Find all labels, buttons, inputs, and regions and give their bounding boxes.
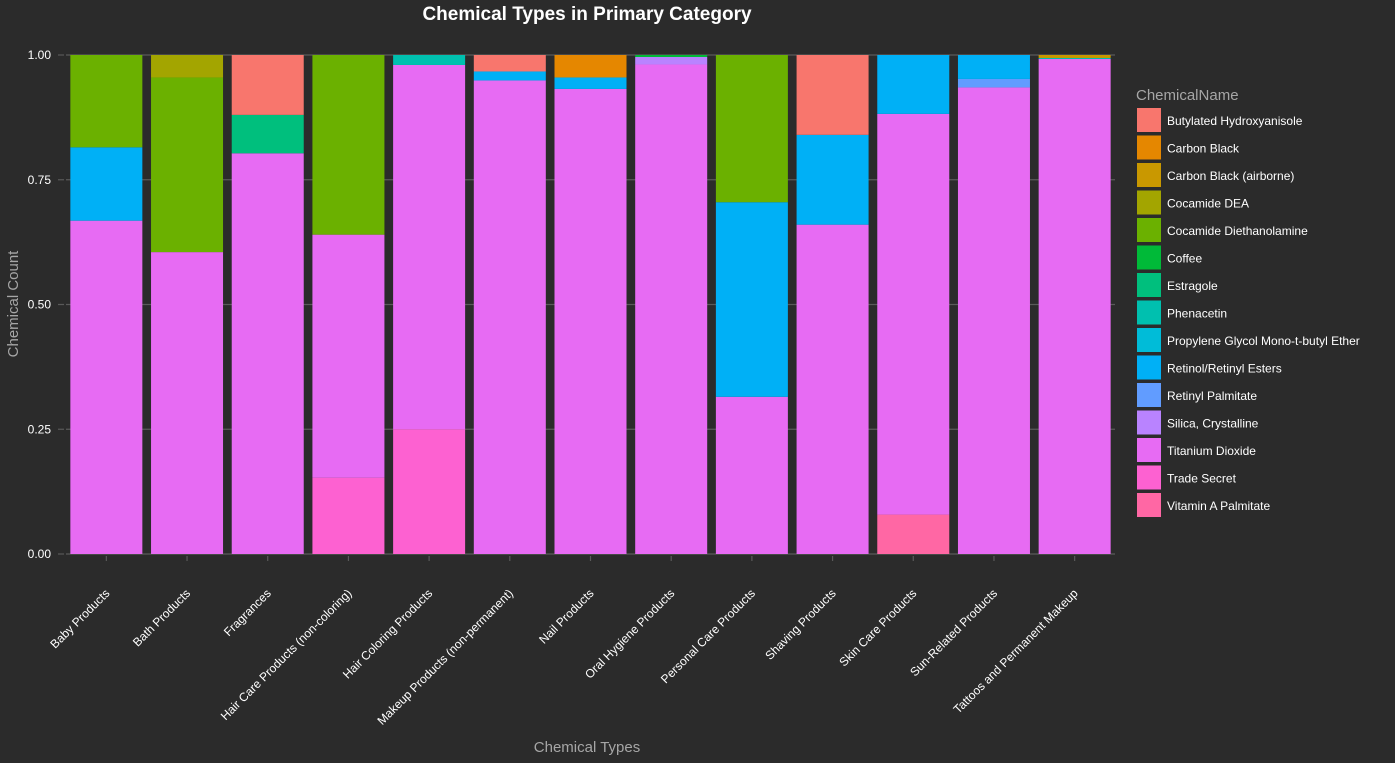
legend-label: Butylated Hydroxyanisole (1167, 114, 1303, 128)
y-tick-label: 0.25 (28, 422, 52, 436)
bar-segment (70, 220, 143, 554)
bar-segment (554, 77, 627, 89)
legend-swatch (1137, 245, 1161, 270)
legend-label: Cocamide Diethanolamine (1167, 224, 1308, 238)
bar-segment (473, 71, 546, 81)
legend-label: Phenacetin (1167, 307, 1227, 321)
legend-label: Vitamin A Palmitate (1167, 499, 1270, 513)
legend-label: Estragole (1167, 279, 1218, 293)
legend-swatch (1137, 383, 1161, 407)
legend-label: Silica, Crystalline (1167, 417, 1259, 431)
legend-swatch (1137, 108, 1161, 132)
bar-group (70, 55, 1111, 555)
legend-label: Carbon Black (1167, 142, 1240, 156)
bar-segment (796, 55, 869, 135)
legend-swatch (1137, 438, 1161, 462)
legend-swatch (1137, 465, 1161, 490)
legend-swatch (1137, 493, 1161, 517)
legend-label: Carbon Black (airborne) (1167, 169, 1294, 183)
bar-segment (231, 114, 304, 154)
y-axis-title: Chemical Count (5, 250, 22, 358)
bar-segment (231, 153, 304, 555)
x-axis-title: Chemical Types (534, 739, 640, 756)
bar-segment (554, 88, 627, 554)
bar-segment (877, 113, 950, 515)
bar-segment (957, 55, 1030, 79)
bar-segment (151, 77, 224, 253)
legend-swatch (1137, 328, 1161, 352)
y-tick-label: 0.00 (28, 547, 52, 561)
bar-segment (1038, 58, 1111, 554)
legend-label: Retinol/Retinyl Esters (1167, 362, 1282, 376)
bar-segment (715, 55, 788, 203)
bar-segment (796, 134, 869, 225)
bar-segment (877, 55, 950, 114)
bar-segment (796, 224, 869, 554)
bar-segment (231, 55, 304, 115)
chart-title: Chemical Types in Primary Category (422, 4, 752, 25)
legend-label: Trade Secret (1167, 472, 1237, 486)
legend-items: Butylated Hydroxyanisole Carbon Black Carb… (1137, 108, 1360, 517)
bar-segment (393, 64, 466, 430)
bar-segment (70, 147, 143, 221)
bar-segment (635, 55, 708, 57)
legend-label: Coffee (1167, 252, 1202, 266)
bar-segment (312, 55, 385, 235)
bar-segment (151, 55, 224, 78)
legend-swatch (1137, 218, 1161, 242)
legend-swatch (1137, 355, 1161, 380)
bar-segment (1038, 57, 1111, 59)
legend: ChemicalName Butylated Hydroxyanisole Car… (1136, 87, 1360, 517)
bar-segment (957, 78, 1030, 88)
legend-title: ChemicalName (1136, 87, 1239, 104)
bar-segment (312, 234, 385, 478)
bar-segment (957, 87, 1030, 554)
legend-label: Titanium Dioxide (1167, 444, 1256, 458)
bar-segment (70, 55, 143, 148)
bar-segment (1038, 55, 1111, 58)
bar-segment (473, 55, 546, 72)
bar-segment (554, 55, 627, 78)
y-tick-label: 0.75 (28, 173, 52, 187)
legend-label: Cocamide DEA (1167, 197, 1249, 211)
bar-segment (635, 64, 708, 554)
legend-label: Retinyl Palmitate (1167, 389, 1257, 403)
y-tick-labels: 0.00 0.25 0.50 0.75 1.00 (28, 48, 52, 561)
bar-segment (393, 429, 466, 554)
bar-segment (473, 80, 546, 554)
bar-segment (151, 252, 224, 555)
legend-swatch (1137, 190, 1161, 215)
legend-swatch (1137, 300, 1161, 325)
bar-segment (715, 202, 788, 397)
bar-segment (877, 514, 950, 554)
legend-swatch (1137, 273, 1161, 297)
legend-swatch (1137, 163, 1161, 187)
bar-segment (715, 396, 788, 554)
y-tick-label: 0.50 (28, 298, 52, 312)
bar-segment (635, 56, 708, 65)
legend-label: Propylene Glycol Mono-t-butyl Ether (1167, 334, 1360, 348)
legend-swatch (1137, 135, 1161, 160)
legend-swatch (1137, 410, 1161, 435)
bar-segment (312, 477, 385, 554)
bar-segment (393, 55, 466, 65)
y-tick-label: 1.00 (28, 48, 52, 62)
